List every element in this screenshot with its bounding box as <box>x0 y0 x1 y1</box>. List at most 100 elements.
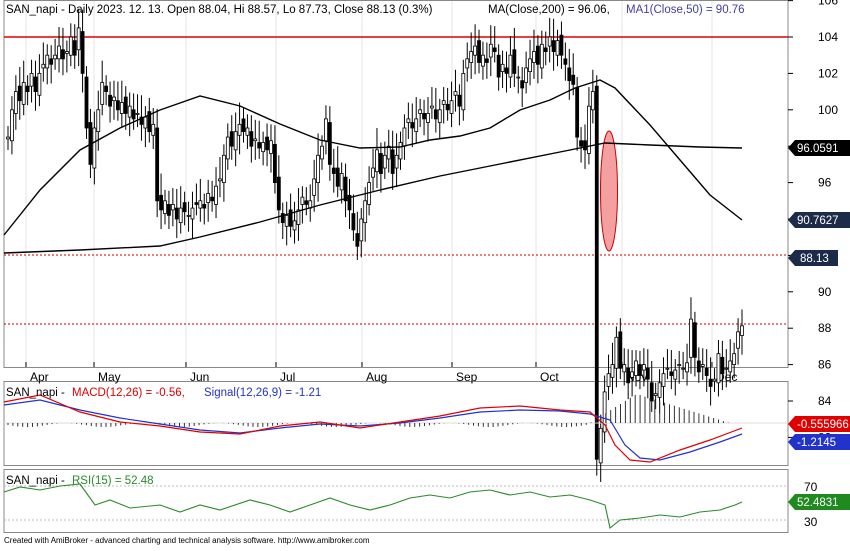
candle <box>692 311 697 377</box>
candle <box>689 297 693 374</box>
candle <box>135 94 140 128</box>
candle <box>174 188 179 239</box>
candle <box>622 348 627 386</box>
candle <box>29 59 34 103</box>
candles <box>6 8 744 482</box>
candle <box>163 189 167 225</box>
candle <box>147 97 152 143</box>
rsi-badge: 52.4831 <box>788 494 850 510</box>
candle <box>53 38 58 70</box>
candle <box>681 351 686 380</box>
candle <box>406 102 411 139</box>
price-tick-label: 100 <box>818 103 838 117</box>
month-label: Jul <box>280 370 295 384</box>
candle <box>249 115 254 163</box>
candle <box>61 27 65 76</box>
candle <box>17 67 22 120</box>
price-legend-ma200: MA(Close,200) = 96.06, <box>488 4 610 16</box>
candle <box>418 98 423 128</box>
candle <box>327 106 332 181</box>
candle <box>84 66 89 139</box>
candle <box>284 201 289 246</box>
rsi-legend-ticker: SAN_napi - <box>6 475 65 487</box>
candle <box>626 349 631 400</box>
candle <box>602 375 607 443</box>
candle <box>732 342 737 379</box>
candle <box>528 39 532 86</box>
gap-highlight-ellipse <box>600 130 618 252</box>
candle <box>712 368 717 392</box>
candle <box>276 155 281 224</box>
candle <box>535 35 540 84</box>
price-legend-ticker: SAN_napi - Daily 2023. 12. 13. Open 88.0… <box>6 4 433 16</box>
candle <box>512 27 517 88</box>
candle <box>465 42 470 82</box>
candle <box>410 103 415 148</box>
candle <box>677 350 682 384</box>
candle <box>347 178 352 230</box>
candle <box>716 340 721 397</box>
candle <box>414 97 419 143</box>
candle <box>45 44 50 85</box>
candle <box>708 357 713 406</box>
candle <box>316 133 320 202</box>
candle <box>430 87 434 119</box>
candle <box>253 119 258 160</box>
candle <box>351 194 356 241</box>
ma50-badge: 90.7627 <box>788 212 850 228</box>
footer-credit: Created with AmiBroker - advanced charti… <box>4 536 370 545</box>
signal-badge: -1.2145 <box>788 434 850 450</box>
candle <box>49 45 54 84</box>
candle <box>190 191 195 239</box>
candle <box>10 96 14 155</box>
candle <box>728 339 733 383</box>
candle <box>218 157 222 198</box>
candle <box>100 60 105 116</box>
month-label: Jun <box>190 370 209 384</box>
candle <box>606 354 611 401</box>
candle <box>167 190 171 230</box>
candle <box>433 87 438 133</box>
ma200-line <box>3 142 743 254</box>
candle <box>57 26 61 73</box>
candle <box>312 159 317 212</box>
candle <box>104 75 109 106</box>
candle <box>555 29 560 67</box>
candle <box>598 414 603 482</box>
candle <box>453 69 458 112</box>
rsi-legend-value: RSI(15) = 52.48 <box>72 475 154 487</box>
candle <box>394 133 399 188</box>
candle <box>590 69 595 124</box>
macd-histogram <box>7 394 729 427</box>
candle <box>481 41 485 80</box>
candle <box>669 350 674 390</box>
candle <box>520 67 525 108</box>
candle <box>296 188 301 241</box>
macd-legend-ticker: SAN_napi - <box>6 387 65 399</box>
macd-legend-signal: Signal(12,26,9) = -1.21 <box>204 387 321 399</box>
svg-text:88.13: 88.13 <box>800 253 829 265</box>
candle <box>92 111 97 185</box>
candle <box>696 347 701 383</box>
candle <box>131 93 136 130</box>
candle <box>736 318 740 365</box>
candle <box>363 187 368 242</box>
candle <box>469 32 474 79</box>
candle <box>76 8 81 67</box>
candle <box>159 173 163 230</box>
svg-text:52.4831: 52.4831 <box>797 497 839 509</box>
price-tick-label: 90 <box>818 285 832 299</box>
candle <box>665 349 670 380</box>
candle <box>508 36 513 88</box>
candle <box>339 162 344 204</box>
candle <box>116 81 120 121</box>
candle <box>25 75 30 106</box>
candle <box>390 130 395 190</box>
candle <box>673 359 678 396</box>
svg-text:-1.2145: -1.2145 <box>797 437 836 449</box>
candle <box>473 24 477 75</box>
candle <box>634 350 638 387</box>
candle <box>441 87 446 124</box>
candle <box>614 326 619 388</box>
